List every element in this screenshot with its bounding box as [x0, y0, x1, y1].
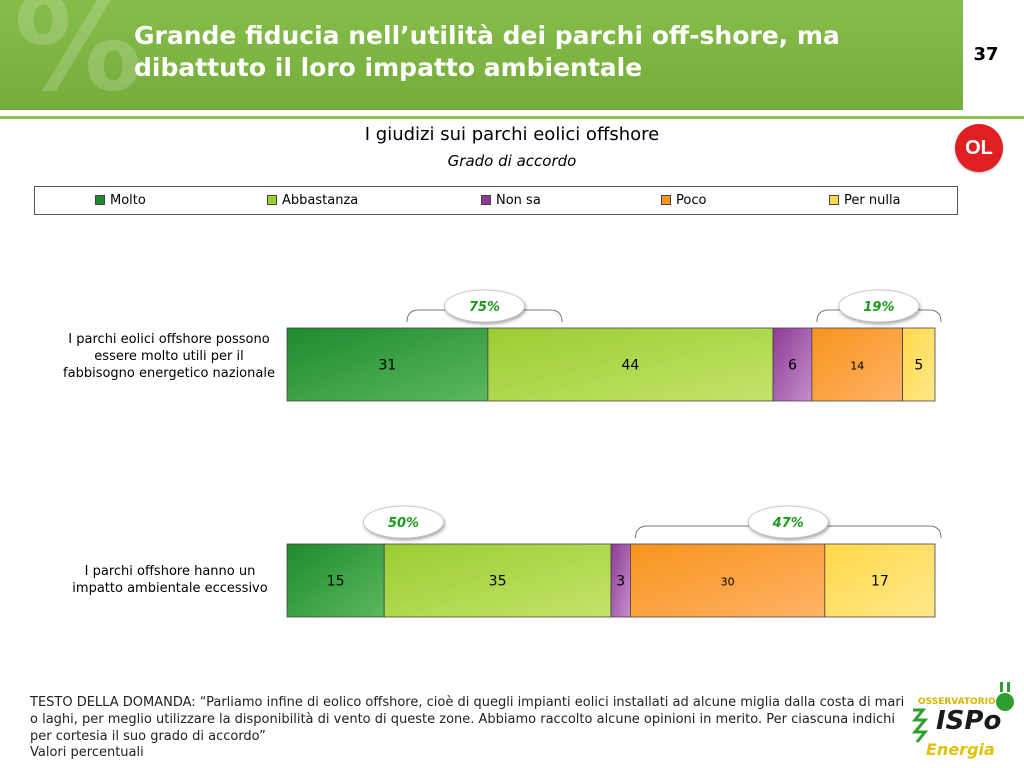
bar-segment-molto — [286, 543, 385, 618]
callout-bubble-disagree — [747, 505, 829, 539]
legend-item-poco: Poco — [661, 193, 706, 208]
header-band — [0, 0, 963, 110]
legend-label: Per nulla — [844, 193, 901, 208]
legend-label: Non sa — [496, 193, 541, 208]
percent-decoration-icon: % — [14, 0, 143, 120]
row-label: I parchi offshore hanno un impatto ambie… — [72, 564, 268, 596]
header-divider — [0, 116, 1024, 119]
page-number: 37 — [973, 44, 999, 65]
callout-label-disagree: 19% — [863, 300, 894, 315]
chart-legend: Molto Abbastanza Non sa Poco Per nulla — [34, 186, 958, 215]
chart-title: I giudizi sui parchi eolici offshore — [364, 124, 660, 145]
bar-segment-abbastanza — [487, 327, 774, 402]
legend-swatch-poco — [661, 194, 671, 205]
data-label: 17 — [871, 574, 889, 590]
callout-label-agree: 50% — [388, 516, 419, 531]
legend-item-molto: Molto — [95, 193, 146, 208]
ispo-energia-logo — [911, 682, 1014, 743]
values-note: Valori percentuali — [30, 745, 144, 760]
chart-subtitle: Grado di accordo — [447, 152, 577, 170]
legend-item-abbastanza: Abbastanza — [267, 193, 358, 208]
callout-label-disagree: 47% — [772, 516, 804, 531]
bar-segment-non-sa — [772, 327, 813, 402]
bar-segment-molto — [286, 327, 489, 402]
slide-title: Grande fiducia nell’utilità dei parchi o… — [134, 21, 840, 82]
data-label: 6 — [788, 358, 797, 374]
logo-bottom-text: Energia — [926, 740, 995, 759]
data-label: 35 — [489, 574, 507, 590]
legend-label: Poco — [676, 193, 707, 208]
data-label: 31 — [379, 358, 397, 374]
callout-bubble-agree — [444, 289, 525, 323]
row-label: I parchi eolici offshore possono essere … — [63, 332, 275, 381]
logo-main-text: ISPo — [936, 706, 1002, 736]
data-label: 30 — [721, 576, 735, 589]
legend-label: Abbastanza — [282, 193, 359, 208]
legend-item-non-sa: Non sa — [481, 193, 541, 208]
legend-swatch-abbastanza — [267, 194, 277, 205]
bar-segment-per-nulla — [824, 543, 936, 618]
legend-swatch-per-nulla — [829, 194, 839, 205]
bar-segment-poco — [630, 543, 826, 618]
callout-bubble-disagree — [838, 289, 920, 323]
bar-segment-per-nulla — [902, 327, 936, 402]
data-label: 5 — [914, 358, 923, 374]
data-label: 44 — [622, 358, 640, 374]
ol-badge: OL — [955, 124, 1003, 172]
callout-label-agree: 75% — [469, 300, 500, 315]
data-label: 3 — [616, 574, 625, 590]
legend-label: Molto — [110, 193, 146, 208]
data-label: 14 — [850, 360, 864, 373]
legend-swatch-non-sa — [481, 194, 491, 205]
legend-swatch-molto — [95, 194, 105, 205]
callout-bubble-agree — [363, 505, 444, 539]
question-text: TESTO DELLA DOMANDA: “Parliamo infine di… — [30, 695, 905, 744]
legend-item-per-nulla: Per nulla — [829, 193, 901, 208]
bar-segment-abbastanza — [383, 543, 612, 618]
logo-top-text: OSSERVATORIO — [918, 697, 996, 707]
bar-segment-poco — [811, 327, 904, 402]
data-label: 15 — [327, 574, 345, 590]
